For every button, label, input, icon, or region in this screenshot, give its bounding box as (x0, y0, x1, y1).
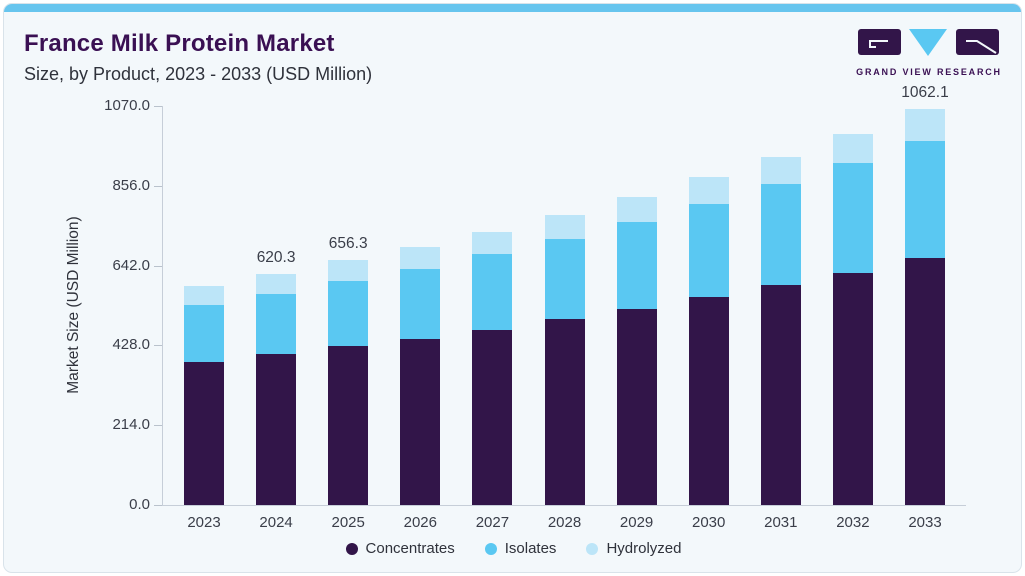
x-tick-label: 2026 (403, 514, 437, 531)
y-tick-label: 214.0 (112, 416, 150, 434)
legend-label: Concentrates (365, 540, 455, 557)
page-title: France Milk Protein Market (24, 30, 335, 57)
legend-item-hydrolyzed[interactable]: Hydrolyzed (586, 540, 681, 557)
bar-segment-isolates-2029[interactable] (616, 221, 657, 310)
y-tick-mark (154, 265, 162, 267)
bar-segment-hydrolyzed-2028[interactable] (544, 215, 585, 239)
bar-segment-isolates-2024[interactable] (256, 293, 297, 354)
gvr-logo-marks (858, 29, 999, 56)
y-axis-title: Market Size (USD Million) (65, 215, 82, 394)
legend-label: Hydrolyzed (606, 540, 682, 557)
y-tick-label: 642.0 (112, 256, 150, 274)
legend-item-isolates[interactable]: Isolates (484, 540, 557, 557)
y-tick-mark (154, 425, 162, 427)
bar-segment-concentrates-2029[interactable] (616, 309, 657, 505)
bar-segment-concentrates-2031[interactable] (760, 285, 801, 505)
isolates-legend-dot-icon (484, 542, 497, 555)
x-tick-label: 2029 (619, 514, 654, 531)
bar-segment-concentrates-2032[interactable] (832, 272, 873, 505)
bar-total-label: 620.3 (256, 248, 296, 266)
concentrates-legend-dot-icon (345, 542, 358, 555)
bar-segment-hydrolyzed-2032[interactable] (832, 133, 873, 164)
bar-segment-hydrolyzed-2030[interactable] (688, 177, 729, 204)
stacked-bar-chart: Market Size (USD Million) 0.0 214.0 428.0 6… (4, 4, 1021, 572)
x-axis-line (162, 505, 966, 506)
bar-segment-concentrates-2025[interactable] (328, 346, 369, 505)
legend-label: Isolates (504, 540, 557, 557)
x-tick-label: 2028 (547, 514, 582, 531)
bar-segment-concentrates-2023[interactable] (184, 362, 224, 505)
x-tick-label: 2031 (764, 514, 798, 531)
y-tick-label: 428.0 (112, 336, 150, 354)
x-tick-label: 2027 (475, 514, 510, 531)
bar-segment-isolates-2033[interactable] (905, 141, 945, 258)
x-tick-label: 2024 (259, 514, 293, 531)
bar-total-label: 1062.1 (901, 83, 949, 101)
chart-legend: Concentrates Isolates Hydrolyzed (4, 540, 1021, 557)
x-tick-label: 2023 (187, 514, 221, 531)
bar-segment-isolates-2026[interactable] (400, 268, 441, 340)
bar-total-label: 656.3 (328, 235, 368, 253)
bar-segment-hydrolyzed-2027[interactable] (472, 232, 513, 255)
bar-segment-concentrates-2033[interactable] (905, 257, 945, 505)
accent-strip (4, 4, 1021, 12)
bar-segment-concentrates-2028[interactable] (544, 319, 585, 505)
y-tick-mark (154, 185, 162, 187)
y-tick-mark (154, 106, 162, 107)
y-tick-label: 0.0 (129, 496, 150, 513)
page-subtitle: Size, by Product, 2023 - 2033 (USD Milli… (24, 64, 373, 84)
bar-segment-hydrolyzed-2029[interactable] (616, 196, 657, 222)
bar-segment-concentrates-2024[interactable] (256, 353, 297, 505)
bar-segment-isolates-2027[interactable] (472, 254, 513, 330)
x-tick-label: 2032 (836, 514, 870, 531)
bar-segment-isolates-2030[interactable] (688, 203, 729, 298)
bar-segment-isolates-2032[interactable] (832, 163, 873, 273)
legend-item-concentrates[interactable]: Concentrates (345, 540, 455, 557)
x-tick-label: 2030 (692, 514, 726, 531)
y-tick-label: 1070.0 (104, 97, 150, 114)
bar-segment-isolates-2023[interactable] (184, 304, 224, 363)
report-card: France Milk Protein Market Size, by Prod… (3, 3, 1022, 573)
gvr-logo-text: GRAND VIEW RESEARCH (856, 67, 1002, 77)
bar-segment-hydrolyzed-2024[interactable] (256, 273, 297, 294)
bar-segment-hydrolyzed-2023[interactable] (184, 286, 224, 305)
bar-segment-hydrolyzed-2033[interactable] (905, 108, 945, 142)
bar-segment-concentrates-2026[interactable] (400, 339, 441, 505)
y-tick-mark (154, 505, 162, 506)
gvr-logo: GRAND VIEW RESEARCH (854, 26, 1004, 77)
bar-segment-isolates-2028[interactable] (544, 238, 585, 320)
bar-segment-isolates-2031[interactable] (760, 184, 801, 286)
bar-segment-hydrolyzed-2026[interactable] (400, 247, 441, 269)
x-tick-label: 2025 (331, 514, 365, 531)
bar-segment-isolates-2025[interactable] (328, 281, 369, 347)
bar-segment-concentrates-2030[interactable] (688, 297, 729, 505)
bar-segment-concentrates-2027[interactable] (472, 329, 513, 505)
bar-segment-hydrolyzed-2031[interactable] (760, 156, 801, 185)
hydrolyzed-legend-dot-icon (586, 542, 599, 555)
y-axis-line (162, 106, 163, 505)
y-tick-label: 856.0 (112, 176, 150, 194)
y-tick-mark (154, 345, 162, 347)
x-tick-label: 2033 (908, 514, 942, 531)
bar-segment-hydrolyzed-2025[interactable] (328, 260, 369, 282)
